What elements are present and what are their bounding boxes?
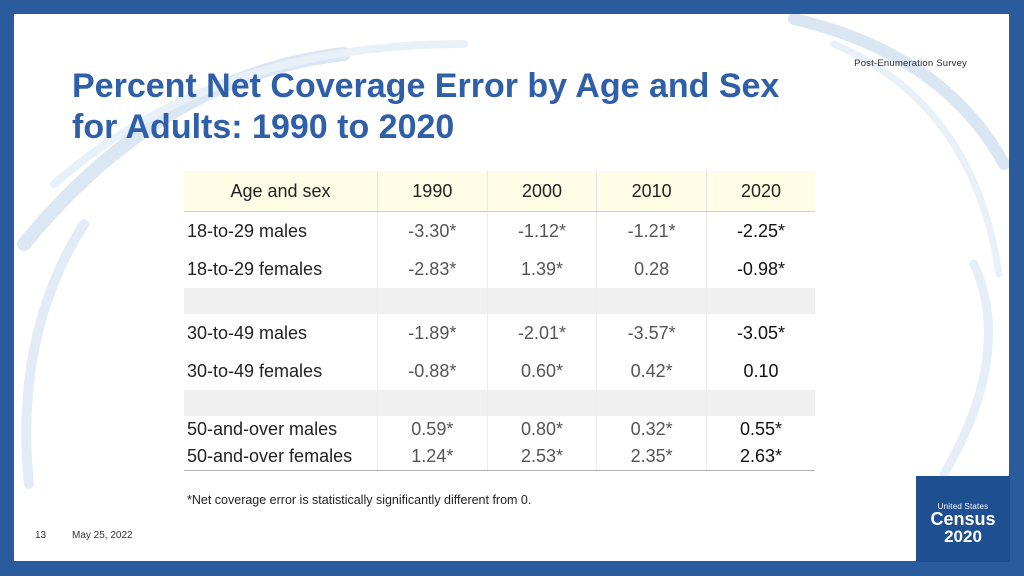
cell-1990: -0.88* — [377, 352, 488, 390]
row-label: 18-to-29 males — [184, 211, 378, 250]
cell-2020: 0.55* — [739, 419, 782, 439]
cell-2000: 1.39* — [487, 250, 598, 288]
cell-2020: 2.63* — [706, 443, 815, 471]
header-2000: 2000 — [487, 171, 598, 212]
header-2010: 2010 — [596, 171, 707, 212]
cell-2010: 2.35* — [596, 443, 707, 471]
cell-2000: 0.80* — [487, 416, 598, 443]
cell-2010: -1.21* — [596, 211, 707, 250]
page-number: 13 — [35, 530, 47, 541]
cell-2000: 2.53* — [487, 443, 598, 471]
cell-2010: 0.32* — [596, 416, 707, 443]
cell-2020: -0.98* — [736, 258, 785, 279]
slide-date: May 25, 2022 — [72, 530, 133, 541]
cell-2020: -2.25* — [736, 220, 785, 241]
header-age-sex: Age and sex — [184, 171, 378, 212]
cell-2010: 0.42* — [596, 352, 707, 390]
cell-2000: -2.01* — [487, 314, 598, 352]
cell-2000: 0.60* — [487, 352, 598, 390]
logo-line-census: Census — [930, 509, 996, 529]
cell-1990: -3.30* — [377, 211, 488, 250]
census-2020-logo: United States Census 2020 — [916, 476, 1010, 562]
table-row: 50-and-over females 1.24* 2.53* 2.35* 2.… — [184, 443, 815, 471]
row-label: 30-to-49 females — [184, 352, 378, 390]
row-label: 30-to-49 males — [184, 314, 378, 352]
row-label: 50-and-over females — [184, 443, 378, 471]
logo-line-year: 2020 — [944, 527, 982, 546]
table-row: 30-to-49 females -0.88* 0.60* 0.42* 0.10 — [184, 352, 815, 390]
table-row: 18-to-29 females -2.83* 1.39* 0.28 -0.98… — [184, 250, 815, 288]
row-label: 18-to-29 females — [184, 250, 378, 288]
coverage-error-table: Age and sex 1990 2000 2010 2020 18-to-29… — [184, 171, 815, 471]
cell-2010: -3.57* — [596, 314, 707, 352]
spacer-row — [184, 390, 815, 416]
decorative-swoosh — [17, 14, 1009, 489]
footnote: *Net coverage error is statistically sig… — [187, 493, 532, 507]
cell-1990: 1.24* — [377, 443, 488, 471]
survey-label: Post-Enumeration Survey — [854, 58, 967, 69]
header-1990: 1990 — [377, 171, 488, 212]
cell-2000: -1.12* — [487, 211, 598, 250]
cell-2010: 0.28 — [596, 250, 707, 288]
table-row: 30-to-49 males -1.89* -2.01* -3.57* -3.0… — [184, 314, 815, 352]
table-row: 18-to-29 males -3.30* -1.12* -1.21* -2.2… — [184, 211, 815, 250]
header-2020: 2020 — [706, 171, 815, 212]
table-row: 50-and-over males 0.59* 0.80* 0.32* 0.55… — [184, 416, 815, 443]
row-label: 50-and-over males — [184, 416, 378, 443]
cell-1990: -1.89* — [377, 314, 488, 352]
spacer-row — [184, 288, 815, 314]
cell-1990: -2.83* — [377, 250, 488, 288]
cell-1990: 0.59* — [377, 416, 488, 443]
slide: Post-Enumeration Survey Percent Net Cove… — [14, 14, 1009, 561]
cell-2020: 0.10 — [743, 360, 779, 381]
cell-2020: -3.05* — [736, 322, 785, 343]
slide-title: Percent Net Coverage Error by Age and Se… — [72, 67, 780, 146]
table-header-row: Age and sex 1990 2000 2010 2020 — [184, 171, 815, 212]
logo-line-united-states: United States — [937, 502, 989, 511]
